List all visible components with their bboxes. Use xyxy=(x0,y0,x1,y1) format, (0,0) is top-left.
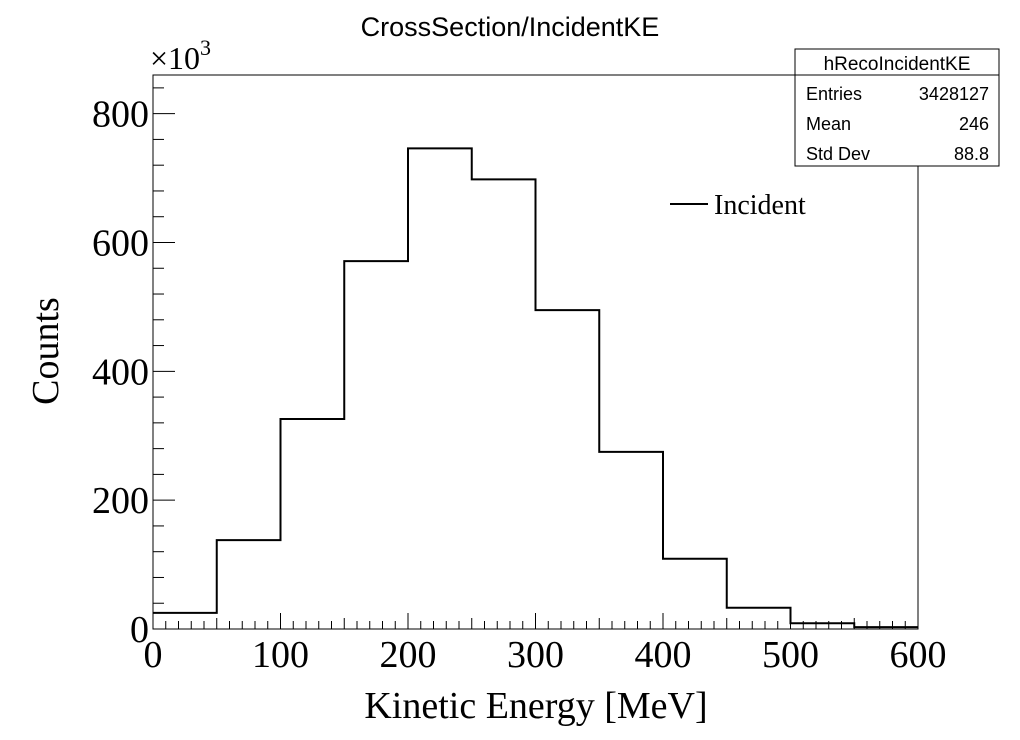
chart-title: CrossSection/IncidentKE xyxy=(361,12,660,42)
stats-stddev-label: Std Dev xyxy=(806,144,870,164)
y-tick-label: 400 xyxy=(92,351,149,393)
stats-box-frame xyxy=(794,48,1000,167)
histogram-series-incident xyxy=(153,147,918,629)
y-axis: 0 200 400 600 800 xyxy=(92,87,175,651)
stats-mean-value: 246 xyxy=(959,114,989,134)
x-tick-label: 0 xyxy=(144,634,163,676)
y-tick-label: 600 xyxy=(92,222,149,264)
x-tick-label: 200 xyxy=(380,634,437,676)
y-axis-label: Counts xyxy=(25,297,67,405)
legend: Incident xyxy=(670,190,806,221)
y-axis-multiplier-base: ×10 xyxy=(150,40,200,76)
x-tick-label: 600 xyxy=(890,634,947,676)
x-axis: 0 100 200 300 400 500 600 xyxy=(144,613,947,676)
y-axis-multiplier-exponent: 3 xyxy=(200,35,211,60)
y-tick-label: 0 xyxy=(130,609,149,651)
x-tick-label: 300 xyxy=(507,634,564,676)
stats-entries-label: Entries xyxy=(806,84,862,104)
y-axis-multiplier: ×103 xyxy=(150,35,211,76)
x-tick-label: 500 xyxy=(762,634,819,676)
x-tick-label: 100 xyxy=(252,634,309,676)
x-axis-label: Kinetic Energy [MeV] xyxy=(364,685,707,727)
y-tick-label: 800 xyxy=(92,94,149,136)
x-tick-label: 400 xyxy=(635,634,692,676)
legend-label-incident: Incident xyxy=(714,190,806,221)
stats-stddev-value: 88.8 xyxy=(954,144,989,164)
y-tick-label: 200 xyxy=(92,480,149,522)
stats-mean-label: Mean xyxy=(806,114,851,134)
stats-box-title: hRecoIncidentKE xyxy=(824,54,971,75)
stats-box: hRecoIncidentKE Entries 3428127 Mean 246… xyxy=(794,48,1000,167)
stats-entries-value: 3428127 xyxy=(919,84,989,104)
